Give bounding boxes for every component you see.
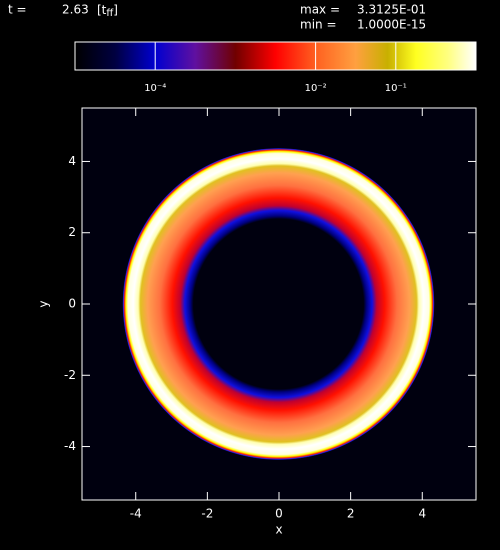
y-tick-label: 4 <box>68 154 76 168</box>
colorbar-tick-label: 10⁻² <box>305 83 327 94</box>
x-tick-label: -4 <box>130 507 142 521</box>
colorbar <box>74 41 477 71</box>
time-unit-close: ] <box>113 3 118 17</box>
colorbar-tick-label: 10⁻¹ <box>385 83 407 94</box>
x-axis-label: x <box>275 523 282 537</box>
y-tick-label: -2 <box>64 368 76 382</box>
y-axis-label: y <box>37 300 51 307</box>
y-tick-label: 0 <box>68 297 76 311</box>
x-tick-label: -2 <box>201 507 213 521</box>
max-value: 3.3125E-01 <box>357 3 426 17</box>
time-value: 2.63 <box>62 3 89 17</box>
max-label: max = <box>300 3 340 17</box>
time-label: t = <box>8 3 27 17</box>
x-tick-label: 4 <box>418 507 426 521</box>
x-tick-label: 0 <box>275 507 283 521</box>
min-label: min = <box>300 18 337 32</box>
y-tick-label: 2 <box>68 225 76 239</box>
min-value: 1.0000E-15 <box>357 18 426 32</box>
time-unit: [tff] <box>97 3 118 20</box>
y-tick-label: -4 <box>64 439 76 453</box>
time-unit-open: [t <box>97 3 107 17</box>
density-ring <box>122 148 435 460</box>
colorbar-tick-label: 10⁻⁴ <box>144 83 166 94</box>
time-unit-sub: ff <box>106 8 114 19</box>
x-tick-label: 2 <box>347 507 355 521</box>
